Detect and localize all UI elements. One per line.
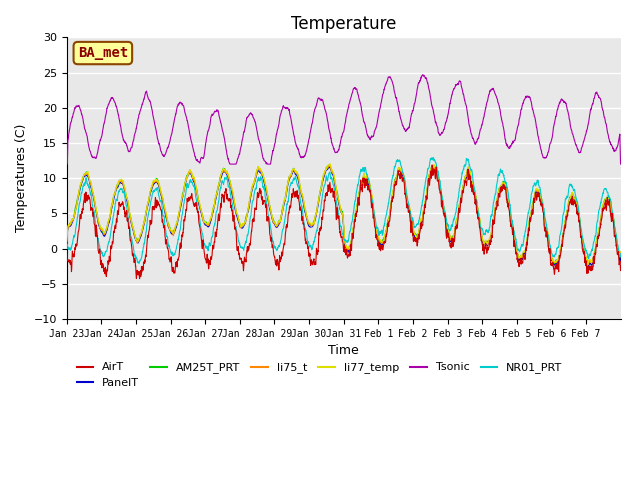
Text: BA_met: BA_met xyxy=(77,46,128,60)
X-axis label: Time: Time xyxy=(328,344,359,357)
Legend: AirT, PanelT, AM25T_PRT, li75_t, li77_temp, Tsonic, NR01_PRT: AirT, PanelT, AM25T_PRT, li75_t, li77_te… xyxy=(72,358,567,392)
Y-axis label: Temperatures (C): Temperatures (C) xyxy=(15,124,28,232)
Title: Temperature: Temperature xyxy=(291,15,396,33)
